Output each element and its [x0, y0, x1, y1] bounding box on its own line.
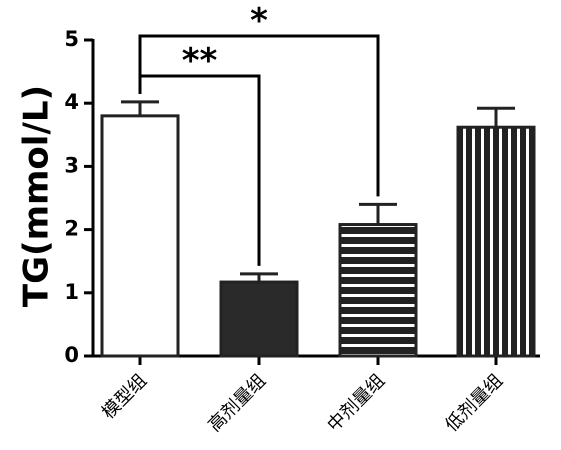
significance-bracket — [138, 34, 380, 197]
y-tick-label: 0 — [64, 343, 79, 367]
significance-label: * — [250, 1, 268, 41]
y-tick-label: 4 — [64, 90, 79, 114]
significance-label: ** — [182, 41, 218, 81]
y-axis-label: TG(mmol/L) — [17, 85, 57, 307]
y-tick-label: 1 — [64, 280, 79, 304]
significance-brackets: *** — [138, 1, 380, 266]
bar — [456, 125, 536, 358]
significance-bracket — [138, 74, 261, 266]
bars — [100, 100, 536, 358]
x-tick-label: 中剂量组 — [323, 370, 389, 436]
x-tick-label: 低剂量组 — [441, 370, 507, 436]
y-tick-label: 5 — [64, 27, 79, 51]
x-tick-label: 高剂量组 — [204, 370, 270, 436]
bar — [100, 114, 180, 358]
y-tick-label: 2 — [64, 217, 79, 241]
y-tick-label: 3 — [64, 153, 79, 177]
bar — [219, 280, 299, 358]
bar — [338, 223, 418, 358]
x-tick-label: 模型组 — [98, 370, 151, 423]
